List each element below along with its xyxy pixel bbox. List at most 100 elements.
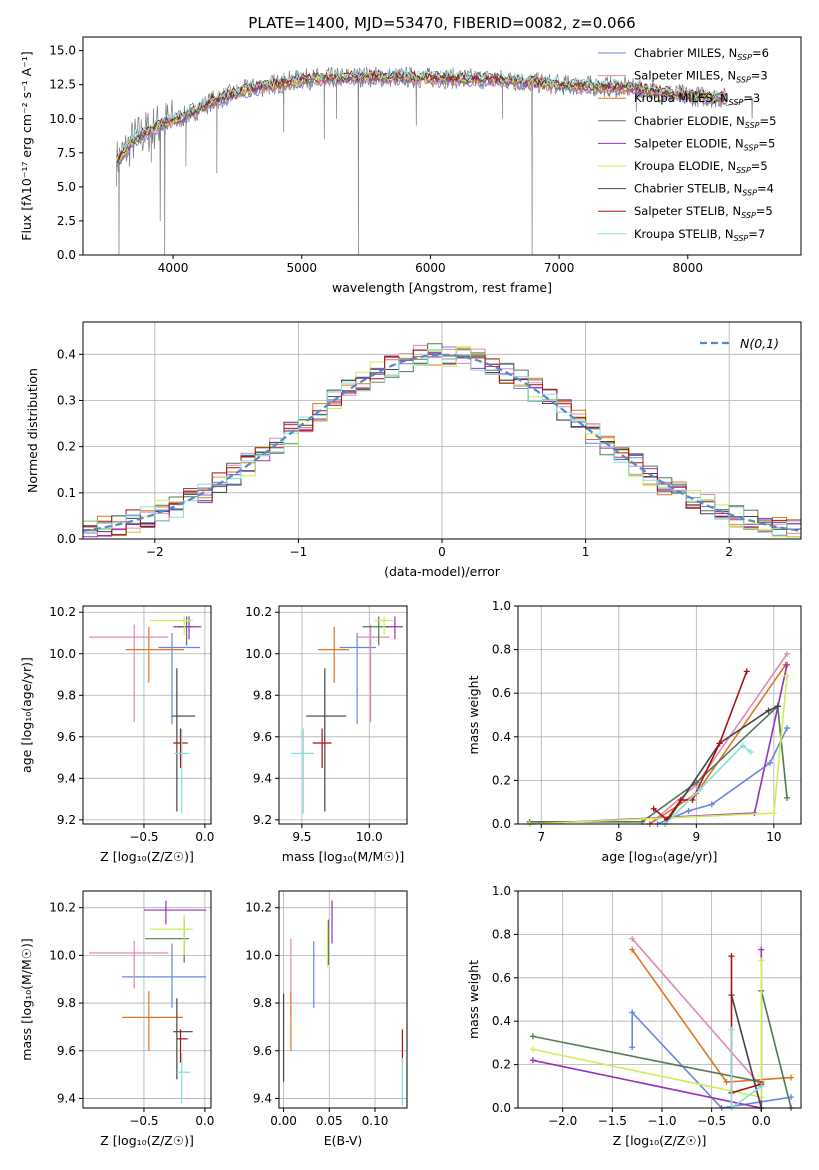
data-point-marker [697,786,704,793]
legend-text: Chabrier STELIB, N [634,182,742,196]
x-tick-label: 2 [725,545,733,559]
plots-layer: 4000 5000 6000 7000 80000.02.55.07.510.012.5… [19,36,802,1148]
data-point-marker [650,805,657,812]
x-axis-label: wavelength [Angstrom, rest frame] [332,280,552,295]
legend-subscript: SSP [729,98,744,107]
axes-frame [82,605,212,825]
series-line [529,664,788,825]
data-point-marker [739,742,746,749]
legend-text: Kroupa STELIB, N [634,227,734,241]
legend-subscript: SSP [734,234,749,243]
y-tick-label: 0.2 [57,440,76,454]
x-axis-label: mass [log₁₀(M/M☉)] [282,849,404,864]
data-point-marker [689,797,696,804]
series-line [649,653,788,825]
y-tick-label: 9.8 [253,688,272,702]
legend-subscript: SSP [745,121,760,130]
data-point-marker [629,946,636,953]
y-tick-label: 9.2 [57,813,76,827]
y-tick-label: 0.4 [492,730,511,744]
normal-curve [83,353,801,532]
axes-frame [517,890,802,1109]
y-tick-label: 9.8 [57,688,76,702]
x-tick-label: 8000 [672,261,703,275]
legend-count: =3 [743,91,760,105]
y-tick-label: 10.0 [245,948,272,962]
chart-weight-vs-Z: −2.0 −1.5 −1.0 −0.5 0.0 0.0 0.2 0.4 0.6 0.8 1.0 Z [… [466,884,802,1148]
y-tick-label: 0.0 [57,248,76,262]
legend-label: Kroupa MILES, NSSP=3 [634,91,760,107]
data-point-marker [677,797,684,804]
y-tick-label: 0.8 [492,927,511,941]
y-axis-label: Normed distribution [25,368,40,493]
chart-mass-vs-EBV: 0.00 0.05 0.10 9.4 9.6 9.8 10.0 10.2 E(B-V) [245,890,408,1148]
data-point-marker [529,1057,536,1064]
series-line [664,744,752,825]
data-point-marker [723,1078,730,1085]
legend-subscript: SSP [741,211,756,220]
y-axis-label: age [log₁₀(age/yr)] [19,657,34,773]
legend-count: =4 [757,182,774,196]
y-axis-label: Flux [fλ10⁻¹⁷ erg cm⁻² s⁻¹ A⁻¹] [19,51,34,240]
y-tick-label: 0.2 [492,1058,511,1072]
data-point-marker [743,668,750,675]
x-axis-label: Z [log₁₀(Z/Z☉)] [100,1133,194,1148]
series-line [631,1010,792,1109]
model-line [116,68,727,160]
series-line [664,705,779,825]
data-point-marker [758,946,765,953]
y-tick-label: 1.0 [492,599,511,613]
legend-text: Salpeter ELODIE, N [634,136,744,150]
x-tick-label: 10 [766,830,781,844]
x-tick-label: 0.0 [195,830,214,844]
x-tick-label: −2.0 [548,1114,577,1128]
errorbars [282,900,404,1106]
x-tick-label: −2 [146,545,164,559]
y-tick-label: 7.5 [57,146,76,160]
axes-frame [278,890,408,1109]
x-axis-label: Z [log₁₀(Z/Z☉)] [100,849,194,864]
legend-label: Kroupa STELIB, NSSP=7 [634,227,765,243]
model-line [116,68,727,159]
y-tick-label: 0.4 [57,347,76,361]
data-point-marker [784,725,791,732]
y-tick-label: 10.2 [49,605,76,619]
axes-frame [278,605,408,825]
series-line [653,671,748,821]
y-tick-label: 0.0 [492,1101,511,1115]
chart-age-vs-mass: 9.5 10.0 9.2 9.4 9.6 9.8 10.0 10.2 mass [log₁₀(M… [245,605,408,864]
errorbars [89,616,202,814]
data-point-marker [728,953,735,960]
y-tick-label: 10.2 [245,605,272,619]
chart-spectrum: 4000 5000 6000 7000 8000 0.0 2.5 5.0 7.5 10.0 12.5… [19,36,802,295]
legend-subscript: SSP [744,143,759,152]
legend-count: =5 [751,159,768,173]
legend-text: Chabrier ELODIE, N [634,114,745,128]
x-axis-label: age [log₁₀(age/yr)] [602,849,718,864]
x-tick-label: 5000 [286,261,317,275]
legend-subscript: SSP [742,189,757,198]
data-point-marker [529,1046,536,1053]
data-point-marker [685,807,692,814]
axes-frame [517,605,802,825]
y-tick-label: 2.5 [57,214,76,228]
x-tick-label: −1.5 [598,1114,627,1128]
data-point-marker [774,703,781,710]
series-line [631,938,762,1087]
y-tick-label: 9.2 [253,813,272,827]
data-point-marker [784,672,791,679]
legend-text: Chabrier MILES, N [634,46,737,60]
x-tick-label: 6000 [415,261,446,275]
x-axis-label: Z [log₁₀(Z/Z☉)] [613,1133,707,1148]
y-tick-label: 9.6 [57,1044,76,1058]
y-tick-label: 9.8 [253,996,272,1010]
data-point-marker [784,661,791,668]
data-point-marker [693,779,700,786]
y-tick-label: 0.6 [492,686,511,700]
legend-count: =5 [758,136,775,150]
x-tick-label: 8 [615,830,623,844]
x-tick-label: −0.5 [697,1114,726,1128]
errorbars [89,900,207,1104]
legend-label: Salpeter STELIB, NSSP=5 [634,204,773,220]
